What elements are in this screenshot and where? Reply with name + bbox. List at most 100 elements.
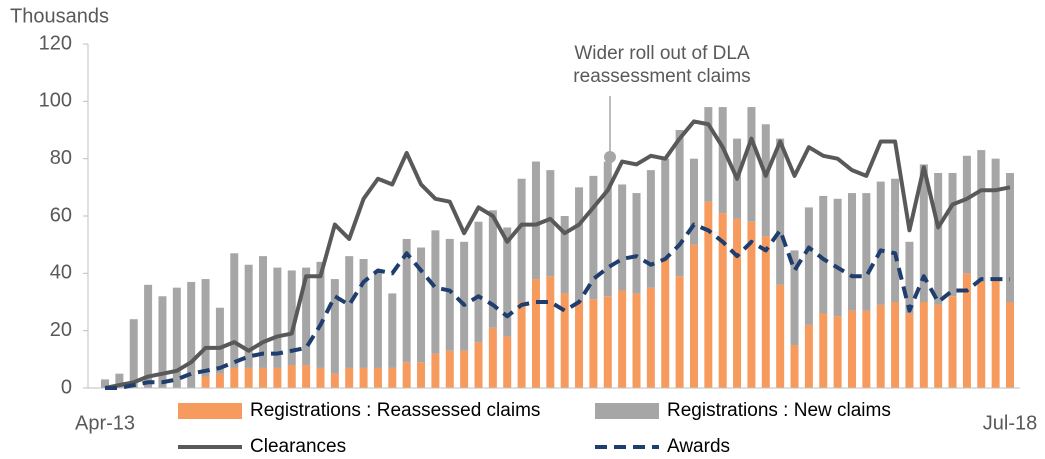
bar [833,316,842,388]
bar [603,161,612,297]
bar [302,267,311,366]
bar [862,193,871,311]
annotation: reassessment claims [573,66,750,87]
bar [919,164,928,302]
bar [632,293,641,388]
bar [618,290,627,388]
bar [445,238,454,351]
bar [431,230,440,354]
bar [474,342,483,388]
bar [862,310,871,388]
bar [776,284,785,388]
bar [646,287,655,388]
bar [905,313,914,388]
bar [431,353,440,388]
bar [589,175,598,300]
y-tick-label: 0 [61,376,72,398]
bar [819,313,828,388]
bar [575,302,584,388]
bar [460,241,469,351]
bar [618,184,627,291]
bar [158,296,167,388]
y-tick-label: 100 [39,90,72,112]
bar [287,270,296,366]
x-tick-label: Apr-13 [75,412,135,434]
bar [215,307,224,374]
y-tick-label: 40 [50,262,72,284]
bar [804,207,813,325]
bar [747,221,756,388]
bar [259,367,268,388]
bar [546,170,555,277]
bar [359,367,368,388]
legend-label: Clearances [250,436,346,457]
bar [819,195,828,314]
bar [230,253,239,368]
bar [689,158,698,245]
line [104,119,1011,390]
bar [603,296,612,388]
bar [876,181,885,305]
bar [847,310,856,388]
bar [891,178,900,302]
bar [661,259,670,388]
bar [962,155,971,274]
bar [962,273,971,388]
annotation-dot [604,151,616,163]
bar [891,302,900,388]
bar [977,281,986,388]
bar [847,193,856,311]
bar [330,373,339,388]
bar [718,213,727,388]
bar [991,279,1000,388]
legend-swatch [178,403,242,419]
bar [560,216,569,294]
bar [919,302,928,388]
y-tick-label: 120 [39,32,72,54]
bar [244,264,253,368]
y-tick-label: 80 [50,147,72,169]
bar [977,150,986,282]
bar [718,107,727,214]
bar [230,367,239,388]
bar [632,193,641,294]
bar [129,319,138,388]
bar [316,261,325,368]
bar [503,336,512,388]
bar [675,130,684,277]
bar [345,256,354,368]
bar [1006,302,1014,388]
bar [201,376,210,388]
bar [359,259,368,368]
bar [201,279,210,377]
bar [172,287,181,388]
bar [790,345,799,388]
bar [302,365,311,388]
annotation: Wider roll out of DLA [574,43,750,64]
y-tick-label: 20 [50,319,72,341]
bar [675,276,684,388]
bar [517,302,526,388]
bar [560,293,569,388]
bar [517,178,526,302]
bar [948,173,957,297]
bar [948,296,957,388]
bar [531,279,540,388]
bar [417,247,426,363]
bar [373,270,382,368]
legend-label: Registrations : Reassessed claims [250,400,540,421]
bar [273,367,282,388]
bar [661,158,670,259]
bar [1006,173,1014,302]
y-tick-label: 60 [50,204,72,226]
bar [474,221,483,343]
bar [287,365,296,388]
bar [316,367,325,388]
bar [747,107,756,222]
bar [804,324,813,388]
bar [215,373,224,388]
bar [790,250,799,345]
bar [503,227,512,337]
legend-swatch [595,403,659,419]
